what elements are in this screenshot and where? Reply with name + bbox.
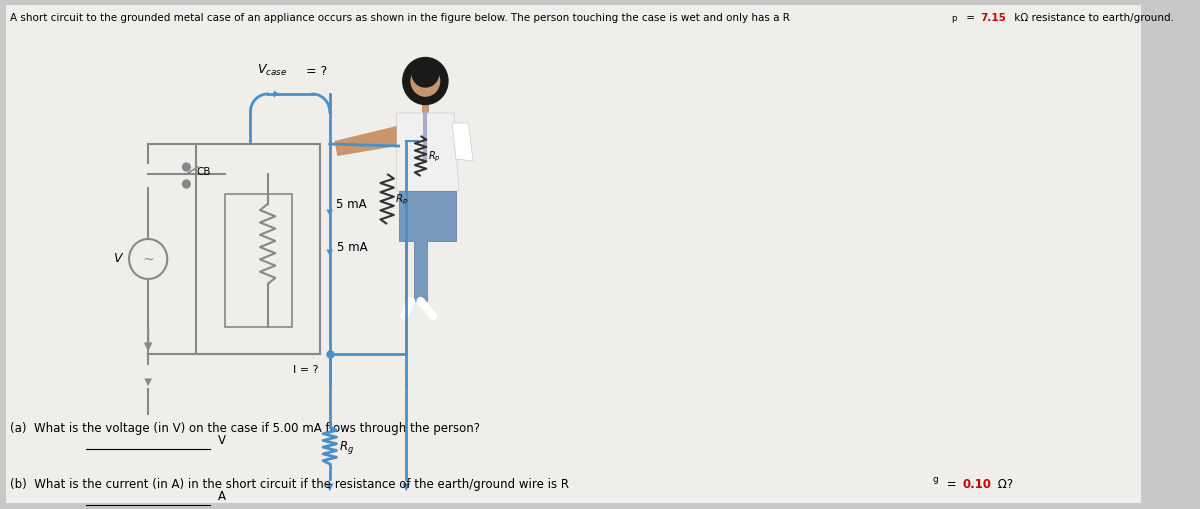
- Text: 7.15: 7.15: [979, 13, 1006, 23]
- Circle shape: [182, 164, 191, 172]
- Text: 5 mA: 5 mA: [337, 241, 368, 254]
- Text: A short circuit to the grounded metal case of an appliance occurs as shown in th: A short circuit to the grounded metal ca…: [10, 13, 790, 23]
- Text: (b)  What is the current (in A) in the short circuit if the resistance of the ea: (b) What is the current (in A) in the sh…: [10, 477, 569, 490]
- Text: V: V: [218, 434, 226, 446]
- Text: kΩ resistance to earth/ground.: kΩ resistance to earth/ground.: [1012, 13, 1175, 23]
- Text: $R_g$: $R_g$: [340, 438, 354, 455]
- Text: V: V: [113, 251, 121, 264]
- Polygon shape: [335, 127, 397, 157]
- Text: A: A: [218, 490, 226, 502]
- Text: 5 mA: 5 mA: [336, 198, 366, 211]
- Text: $V_{case}$: $V_{case}$: [257, 63, 288, 78]
- Circle shape: [412, 60, 439, 88]
- Text: g: g: [932, 474, 938, 483]
- Text: =: =: [962, 13, 978, 23]
- Circle shape: [182, 181, 191, 189]
- Polygon shape: [452, 124, 473, 162]
- Text: I = ?: I = ?: [293, 364, 318, 374]
- Circle shape: [407, 62, 444, 102]
- Text: $R_p$: $R_p$: [428, 150, 440, 164]
- Polygon shape: [398, 191, 456, 301]
- Text: $R_p$: $R_p$: [395, 192, 408, 207]
- Text: =: =: [943, 477, 961, 490]
- Text: p: p: [952, 14, 956, 23]
- Text: (a)  What is the voltage (in V) on the case if 5.00 mA flows through the person?: (a) What is the voltage (in V) on the ca…: [10, 421, 480, 434]
- Polygon shape: [397, 114, 458, 191]
- Text: CB: CB: [196, 166, 210, 177]
- Bar: [224, 194, 292, 327]
- Text: ~: ~: [143, 252, 154, 267]
- Bar: [196, 145, 320, 354]
- Text: = ?: = ?: [302, 65, 328, 78]
- Text: 0.10: 0.10: [962, 477, 991, 490]
- Text: Ω?: Ω?: [994, 477, 1013, 490]
